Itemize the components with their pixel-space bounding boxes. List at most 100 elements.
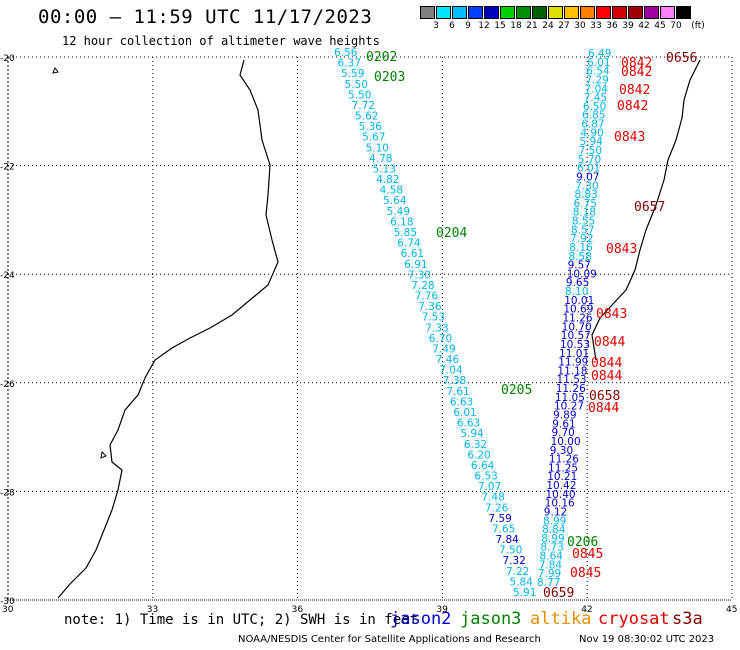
swh-value: 5.84 [509,576,533,588]
swh-value: 5.94 [460,428,484,440]
colorbar-swatch [580,6,595,19]
pass-time-label: 0203 [374,70,405,85]
pass-time-label: 0842 [621,56,652,71]
swh-value: 7.76 [415,291,439,303]
swh-value: 7.84 [539,559,563,571]
pass-time-label: 0845 [570,566,601,581]
swh-value: 5.62 [355,111,378,123]
swh-value: 5.50 [348,89,371,101]
swh-value: 5.10 [366,142,389,154]
swh-value: 4.82 [376,174,399,186]
pass-time-label: 0204 [436,226,467,241]
colorbar-swatch [500,6,515,19]
pass-time-label: 0656 [666,51,697,66]
swh-value: 5.70 [578,154,601,166]
swh-value: 7.48 [481,492,504,504]
swh-value: 6.74 [397,238,421,250]
swh-value: 5.49 [387,206,410,218]
swh-value: 10.27 [554,401,584,413]
swh-value: 7.33 [425,322,448,334]
lon-tick-label: 39 [436,605,448,615]
swh-value: 8.16 [569,242,593,254]
swh-value: 8.99 [541,533,564,545]
swh-value: 5.91 [513,587,536,599]
swh-value: 9.12 [544,506,567,518]
swh-value: 5.50 [345,79,368,91]
legend-item-jason3: jason3 [460,609,522,629]
swh-value: 10.09 [567,268,597,280]
swh-value: 6.01 [453,407,476,419]
swh-value: 10.53 [560,339,590,351]
swh-value: 7.30 [575,180,598,192]
small-island [100,450,107,459]
colorbar-tick-label: 70 [670,21,682,31]
lat-tick-label: -24 [0,271,15,281]
swh-value: 7.59 [488,513,511,525]
colorbar-swatch [660,6,675,19]
pass-time-label: 0657 [634,200,665,215]
colorbar-swatch [628,6,643,19]
legend-item-jason2: jason2 [390,609,452,629]
swh-value: 8.77 [537,577,560,589]
swh-value: 9.89 [553,409,576,421]
swh-value: 7.36 [418,301,442,313]
colorbar-tick-label: 33 [590,21,602,31]
colorbar-tick-label: 24 [542,21,554,31]
colorbar-swatch [436,6,451,19]
map-frame [7,56,733,601]
swh-value: 11.25 [548,462,578,474]
colorbar-tick-label: 18 [510,21,522,31]
colorbar-swatch [676,6,691,19]
swh-value: 4.90 [580,127,603,139]
swh-value: 7.07 [478,481,501,493]
swh-value: 9.61 [552,418,575,430]
swh-value: 6.20 [467,449,490,461]
swh-value: 7.38 [443,375,466,387]
colorbar-swatch [548,6,563,19]
swh-value: 6.54 [586,66,610,78]
credit-text: NOAA/NESDIS Center for Satellite Applica… [238,634,541,645]
swh-value: 9.57 [568,260,591,272]
swh-value: 5.67 [362,132,385,144]
swh-value: 4.78 [369,153,392,165]
swh-value: 6.85 [582,110,605,122]
lon-tick-label: 30 [2,605,14,615]
lat-tick-label: -28 [0,488,15,498]
legend-item-cryosat: cryosat [598,609,670,629]
swh-value: 6.37 [338,58,361,70]
africa-coastline [57,59,279,599]
swh-value: 7.61 [446,386,469,398]
swh-value: 9.07 [576,171,599,183]
swh-value: 5.13 [373,163,396,175]
colorbar-swatch [484,6,499,19]
small-island [52,66,59,74]
swh-value: 6.49 [588,48,611,60]
swh-value: 7.45 [584,92,607,104]
lat-tick-label: -20 [0,54,15,64]
colorbar-tick-label: 21 [526,21,538,31]
colorbar-swatch [532,6,547,19]
madagascar-coastline [591,59,701,361]
swh-value: 7.46 [436,354,460,366]
legend-item-s3a: s3a [672,609,703,629]
pass-time-label: 0205 [501,383,532,398]
swh-value: 8.83 [574,189,597,201]
swh-value: 6.61 [401,248,424,260]
colorbar-tick-label: 30 [574,21,586,31]
lat-tick-label: -26 [0,380,15,390]
swh-value: 6.70 [429,333,452,345]
swh-value: 6.53 [474,471,497,483]
lat-tick-label: -22 [0,163,15,173]
swh-value: 6.63 [450,396,473,408]
map-title: 00:00 – 11:59 UTC 11/17/2023 [38,6,373,28]
colorbar-tick-label: 3 [433,21,439,31]
swh-value: 7.04 [439,365,463,377]
swh-value: 10.42 [546,480,576,492]
swh-value: 7.65 [492,523,515,535]
swh-value: 11.26 [563,313,593,325]
pass-time-label: 0842 [621,65,652,80]
swh-value: 8.57 [571,224,594,236]
colorbar-swatch [644,6,659,19]
legend-item-altika: altika [530,609,592,629]
swh-value: 9.70 [551,427,574,439]
